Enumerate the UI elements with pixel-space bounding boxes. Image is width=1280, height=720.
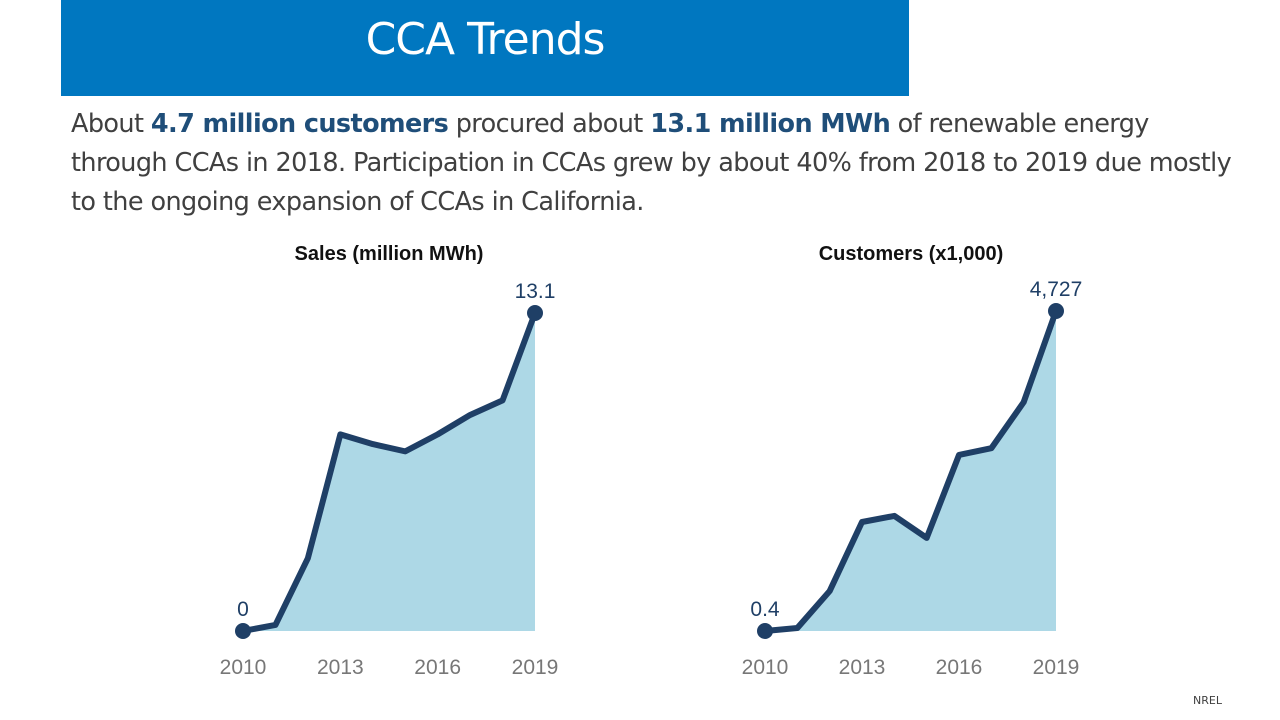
body-text: About 4.7 million customers procured abo… [71, 105, 1251, 222]
data-point-2019 [527, 305, 543, 321]
chart-title: Sales (million MWh) [295, 243, 484, 265]
x-tick-label-2010: 2010 [742, 656, 789, 679]
x-tick-label-2019: 2019 [1033, 656, 1080, 679]
end-value-label: 13.1 [515, 280, 556, 303]
x-tick-label-2019: 2019 [512, 656, 559, 679]
data-point-2010 [757, 622, 773, 639]
start-value-label: 0.4 [750, 598, 780, 621]
data-point-2019 [1048, 303, 1064, 319]
slide-title: CCA Trends [365, 14, 606, 65]
x-tick-label-2013: 2013 [839, 656, 886, 679]
body-segment: procured about [448, 109, 651, 139]
end-value-label: 4,727 [1030, 278, 1083, 301]
x-tick-label-2013: 2013 [317, 656, 364, 679]
body-highlight-customers: 4.7 million customers [150, 109, 449, 139]
footer-source: NREL [1193, 694, 1222, 707]
x-tick-label-2016: 2016 [414, 656, 461, 679]
title-banner: CCA Trends [61, 0, 909, 96]
area-fill [243, 313, 535, 631]
body-segment: of renewable energy through CCAs in 2018… [71, 109, 1232, 217]
x-tick-label-2016: 2016 [936, 656, 983, 679]
data-point-2010 [235, 623, 251, 639]
area-fill [765, 311, 1056, 631]
start-value-label: 0 [237, 598, 249, 621]
series-line [762, 308, 1059, 634]
x-tick-label-2010: 2010 [220, 656, 267, 679]
body-highlight-mwh: 13.1 million MWh [650, 109, 891, 139]
chart-title: Customers (x1,000) [819, 243, 1004, 265]
body-segment: About [71, 109, 151, 139]
series-line [240, 310, 538, 634]
